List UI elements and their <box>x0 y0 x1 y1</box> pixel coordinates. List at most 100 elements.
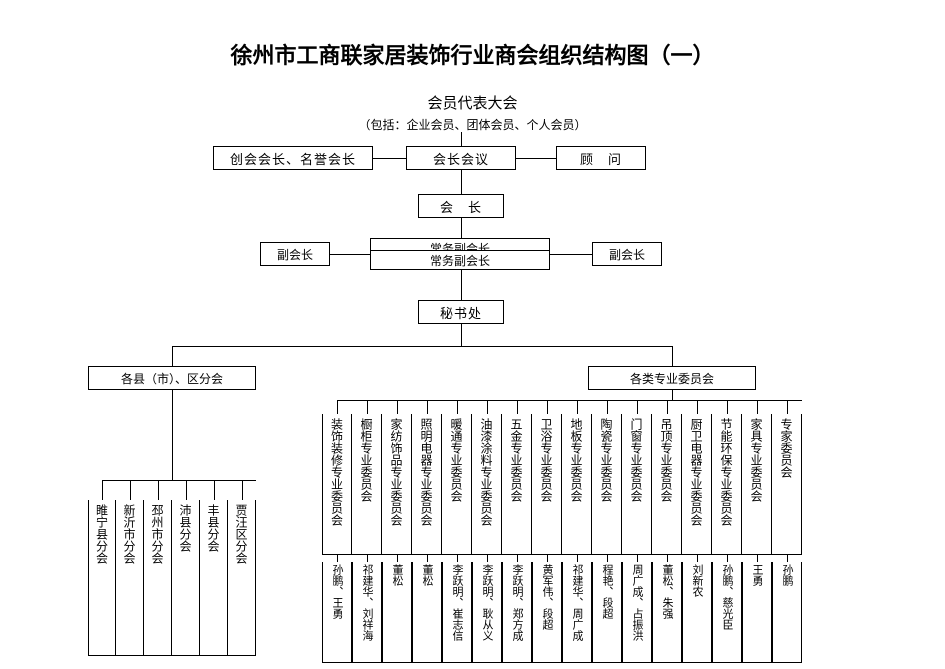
committee-drop <box>337 400 338 414</box>
box-president: 会 长 <box>418 194 504 218</box>
branch-col: 贾汪区分会 <box>228 500 256 655</box>
committee-person: 孙鹏、王勇 <box>322 562 352 662</box>
committee-drop <box>397 400 398 414</box>
committee-col: 卫浴专业委员会 <box>532 414 562 554</box>
committee-drop <box>757 400 758 414</box>
committee-person-link <box>457 554 458 562</box>
line-bus-left <box>172 346 173 366</box>
committee-person-link <box>337 554 338 562</box>
com-mid-border <box>322 554 802 555</box>
committee-person: 李跃明、郑方成 <box>502 562 532 662</box>
committee-col: 陶瓷专业委员会 <box>592 414 622 554</box>
branch-col: 沛县分会 <box>172 500 200 655</box>
committee-drop <box>607 400 608 414</box>
committee-col: 家纺饰品专业委员会 <box>382 414 412 554</box>
branch-drop <box>214 480 215 500</box>
committee-person-link <box>787 554 788 562</box>
committee-person: 孙鹏 <box>772 562 802 662</box>
committee-person: 祁建华、刘祥海 <box>352 562 382 662</box>
committee-person: 董松 <box>382 562 412 662</box>
committee-person-link <box>547 554 548 562</box>
committee-person-link <box>697 554 698 562</box>
branch-drop <box>158 480 159 500</box>
committee-col: 五金专业委员会 <box>502 414 532 554</box>
line-sec-down <box>461 324 462 346</box>
branch-bottom-border <box>88 655 256 656</box>
committee-col: 吊顶专业委员会 <box>652 414 682 554</box>
page: 徐州市工商联家居装饰行业商会组织结构图（一） 会员代表大会 （包括：企业会员、团… <box>0 0 945 669</box>
committee-drop <box>427 400 428 414</box>
committee-col: 厨卫电器专业委员会 <box>682 414 712 554</box>
committee-drop <box>577 400 578 414</box>
box-secretariat: 秘书处 <box>418 300 504 324</box>
committee-person-link <box>757 554 758 562</box>
committee-col: 橱柜专业委员会 <box>352 414 382 554</box>
box-committees: 各类专业委员会 <box>588 366 756 390</box>
committee-person: 祁建华、周广成 <box>562 562 592 662</box>
page-title: 徐州市工商联家居装饰行业商会组织结构图（一） <box>0 38 945 70</box>
committee-person: 李跃明、耿从义 <box>472 562 502 662</box>
committee-person-link <box>667 554 668 562</box>
line-branches-down <box>172 390 173 480</box>
line-sub-to-meeting <box>461 132 462 146</box>
box-vpL: 副会长 <box>260 242 330 266</box>
committee-drop <box>547 400 548 414</box>
committee-person-link <box>517 554 518 562</box>
line-branches-bus <box>102 480 256 481</box>
committee-drop <box>697 400 698 414</box>
line-committees-down <box>672 390 673 400</box>
branch-drop <box>102 480 103 500</box>
committee-person: 王勇 <box>742 562 772 662</box>
committee-person-link <box>487 554 488 562</box>
com-bottom-border <box>322 662 802 663</box>
committee-col: 暖通专业委员会 <box>442 414 472 554</box>
committee-person: 李跃明、崔志信 <box>442 562 472 662</box>
committee-person: 黄军伟、段超 <box>532 562 562 662</box>
committee-person: 孙鹏、慈光臣 <box>712 562 742 662</box>
committee-drop <box>487 400 488 414</box>
line-vpc-sec <box>461 270 462 300</box>
committee-drop <box>637 400 638 414</box>
committee-col: 家具专业委员会 <box>742 414 772 554</box>
branch-drop <box>242 480 243 500</box>
committee-drop <box>517 400 518 414</box>
committee-drop <box>667 400 668 414</box>
committee-drop <box>457 400 458 414</box>
committee-drop <box>787 400 788 414</box>
committee-col: 油漆涂料专业委员会 <box>472 414 502 554</box>
branch-drop <box>186 480 187 500</box>
line-meeting-advisor <box>516 158 556 159</box>
committee-person-link <box>727 554 728 562</box>
line-bus-right <box>672 346 673 366</box>
branch-drop <box>130 480 131 500</box>
box-vpR: 副会长 <box>592 242 662 266</box>
committee-col: 节能环保专业委员会 <box>712 414 742 554</box>
line-c-vpR <box>550 254 592 255</box>
branch-col: 睢宁县分会 <box>88 500 116 655</box>
line-bus <box>172 346 672 347</box>
branch-col: 邳州市分会 <box>144 500 172 655</box>
box-founder: 创会会长、名誉会长 <box>213 146 373 170</box>
committee-person: 程艳、段超 <box>592 562 622 662</box>
line-meeting-president <box>461 170 462 194</box>
committee-drop <box>367 400 368 414</box>
subnote: （包括：企业会员、团体会员、个人会员） <box>0 116 945 133</box>
committee-col: 照明电器专业委员会 <box>412 414 442 554</box>
box-meeting: 会长会议 <box>406 146 516 170</box>
box-advisor: 顾 问 <box>556 146 646 170</box>
committee-col: 专家委员会 <box>772 414 802 554</box>
committee-person: 刘新农 <box>682 562 712 662</box>
line-committees-bus <box>337 400 802 401</box>
subtitle: 会员代表大会 <box>0 92 945 113</box>
committee-person: 周广成、占振洪 <box>622 562 652 662</box>
committee-person: 董松 <box>412 562 442 662</box>
line-founder-meeting <box>373 158 406 159</box>
line-vpL-c <box>330 254 370 255</box>
committee-col: 装饰装修专业委员会 <box>322 414 352 554</box>
branch-col: 新沂市分会 <box>116 500 144 655</box>
committee-col: 门窗专业委员会 <box>622 414 652 554</box>
box-vpC2: 常务副会长 <box>370 250 550 270</box>
box-branches: 各县（市）、区分会 <box>88 366 256 390</box>
branch-col: 丰县分会 <box>200 500 228 655</box>
committee-person-link <box>637 554 638 562</box>
